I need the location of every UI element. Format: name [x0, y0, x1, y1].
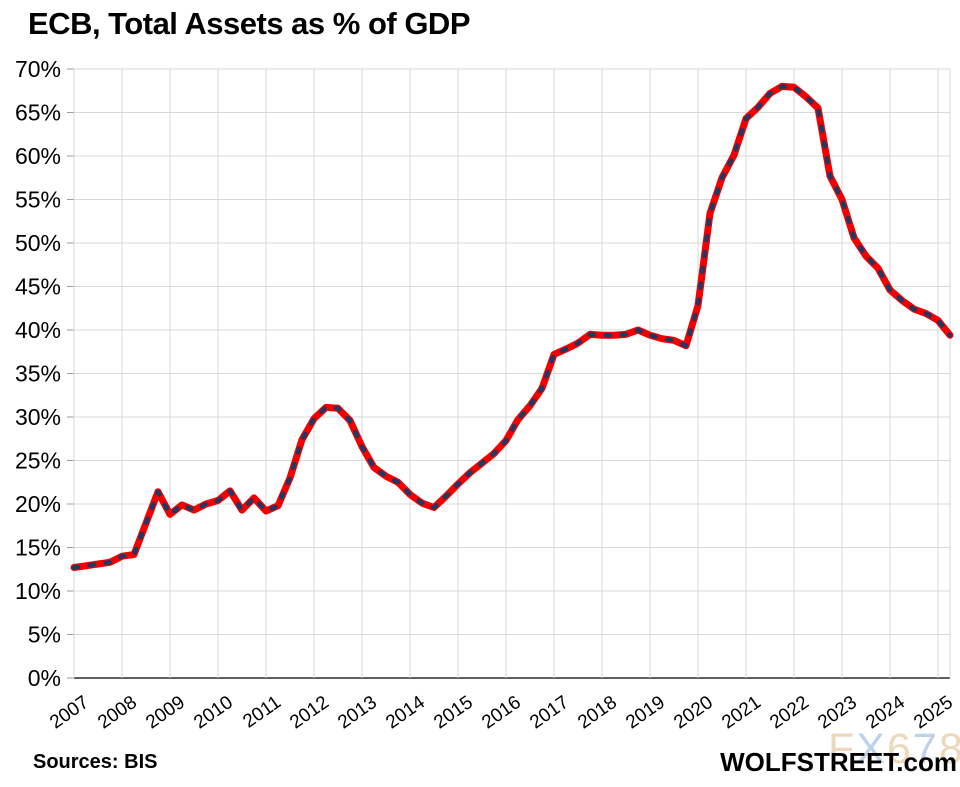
- x-tick-label: 2010: [190, 692, 237, 733]
- series-line: [70, 82, 954, 571]
- y-tick-label: 15%: [15, 535, 61, 561]
- y-tick-label: 0%: [28, 665, 61, 691]
- y-tick-label: 40%: [15, 317, 61, 343]
- watermark-letter: 7: [912, 725, 939, 773]
- line-chart: 0% 5% 10% 15% 20% 25% 30% 35% 40% 45% 50% 55% 60% 65%…: [15, 56, 957, 734]
- x-tick-label: 2020: [670, 692, 717, 733]
- watermark-letter: F: [828, 725, 857, 773]
- source-note: Sources: BIS: [33, 751, 158, 773]
- x-tick-label: 2015: [430, 692, 477, 733]
- chart-title: ECB, Total Assets as % of GDP: [28, 6, 471, 41]
- fx678-watermark: FX678: [828, 728, 960, 771]
- y-tick-label: 10%: [15, 578, 61, 604]
- x-tick-label: 2011: [239, 692, 285, 733]
- y-tick-label: 45%: [15, 274, 61, 300]
- watermark-letter: X: [856, 725, 887, 773]
- y-tick-label: 60%: [15, 143, 61, 169]
- x-tick-label: 2016: [478, 692, 525, 733]
- x-tick-label: 2009: [142, 692, 189, 733]
- y-tick-label: 25%: [15, 448, 61, 474]
- x-tick-label: 2014: [382, 692, 429, 734]
- y-tick-label: 55%: [15, 187, 61, 213]
- y-tick-label: 50%: [15, 230, 61, 256]
- x-tick-label: 2018: [574, 692, 621, 733]
- wolfstreet-branding: WOLFSTREET.com: [720, 747, 957, 777]
- x-tick-label: 2019: [622, 692, 669, 733]
- watermark-letter: 8: [938, 725, 960, 773]
- y-tick-label: 30%: [15, 404, 61, 430]
- x-tick-label: 2012: [286, 692, 333, 733]
- x-tick-label: 2013: [334, 692, 381, 733]
- y-tick-label: 20%: [15, 491, 61, 517]
- x-tick-label: 2022: [766, 692, 813, 733]
- x-tick-label: 2007: [46, 692, 93, 733]
- y-tick-label: 5%: [28, 622, 61, 648]
- watermark-letter: 6: [886, 725, 913, 773]
- x-tick-label: 2021: [718, 692, 765, 733]
- x-tick-label: 2017: [526, 692, 573, 733]
- y-tick-label: 65%: [15, 100, 61, 126]
- series-dash-overlay: [71, 84, 953, 570]
- x-tick-label: 2008: [94, 692, 141, 733]
- y-tick-label: 35%: [15, 361, 61, 387]
- y-tick-label: 70%: [15, 56, 61, 82]
